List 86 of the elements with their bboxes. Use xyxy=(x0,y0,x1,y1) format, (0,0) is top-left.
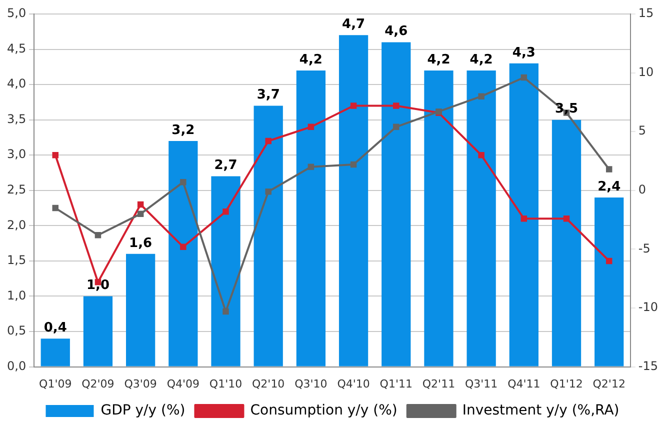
data-label: 2,4 xyxy=(598,179,621,194)
x-tick-label: Q3'10 xyxy=(294,377,328,390)
bar xyxy=(594,197,624,366)
x-tick-label: Q3'11 xyxy=(464,377,498,390)
y2-tick-label: -10 xyxy=(638,300,658,314)
point xyxy=(180,244,186,250)
point xyxy=(94,232,102,238)
y-tick-label: 3,5 xyxy=(6,112,26,126)
y-tick-label: 4,5 xyxy=(6,41,26,56)
x-tick-label: Q1'11 xyxy=(380,377,412,390)
y2-tick-label: 5 xyxy=(638,124,646,138)
point xyxy=(137,210,144,218)
y-tick-label: 4,0 xyxy=(6,76,26,91)
bar xyxy=(382,42,411,366)
bar xyxy=(296,70,326,366)
y2-tick-label: -15 xyxy=(638,358,658,373)
x-tick-label: Q4'10 xyxy=(337,377,370,390)
point xyxy=(52,152,59,158)
y2-tick-label: -5 xyxy=(638,241,650,256)
data-label: 4,7 xyxy=(342,17,366,32)
data-label: 1,6 xyxy=(129,236,152,251)
data-label: 4,6 xyxy=(384,24,408,40)
point xyxy=(137,201,144,208)
x-tick-label: Q2'09 xyxy=(82,377,114,390)
x-tick-label: Q2'11 xyxy=(422,377,456,390)
data-label: 3,7 xyxy=(256,88,280,103)
point xyxy=(350,161,357,168)
point xyxy=(52,204,59,212)
point xyxy=(393,124,400,130)
x-tick-label: Q2'10 xyxy=(252,377,285,390)
point xyxy=(478,152,484,158)
x-tick-label: Q1'10 xyxy=(209,377,242,390)
data-label: 4,2 xyxy=(299,52,322,68)
point xyxy=(520,216,528,222)
bar xyxy=(254,106,283,366)
point xyxy=(563,216,570,222)
bar xyxy=(552,120,582,366)
bar xyxy=(338,35,368,366)
x-tick-label: Q2'12 xyxy=(592,377,626,390)
point xyxy=(606,258,612,264)
point xyxy=(308,164,314,170)
x-tick-label: Q1'12 xyxy=(550,377,583,390)
x-tick-label: Q3'09 xyxy=(124,377,157,390)
bar xyxy=(466,70,496,366)
y-tick-label: 0,0 xyxy=(6,358,26,373)
point xyxy=(520,74,528,81)
data-label: 1,0 xyxy=(86,278,110,294)
bar xyxy=(509,63,538,366)
point xyxy=(180,179,186,186)
bar xyxy=(40,338,70,366)
y2-tick-label: 0 xyxy=(638,182,646,197)
x-tick-label: Q4'11 xyxy=(508,377,540,390)
legend-label: GDP y/y (%) xyxy=(100,402,186,419)
data-label: 4,3 xyxy=(512,45,536,60)
point xyxy=(393,102,400,109)
point xyxy=(265,188,272,195)
bar xyxy=(168,141,198,366)
data-label: 3,2 xyxy=(172,122,195,138)
bar xyxy=(126,254,156,366)
bar xyxy=(424,70,454,366)
x-tick-label: Q4'09 xyxy=(166,377,200,390)
point xyxy=(478,93,484,100)
y-tick-label: 2,5 xyxy=(6,182,26,197)
legend-label: Investment y/y (%,RA) xyxy=(462,402,620,419)
y-tick-label: 0,5 xyxy=(6,324,26,338)
data-label: 0,4 xyxy=(44,320,67,336)
y-tick-label: 5,0 xyxy=(6,6,26,20)
y2-tick-label: 15 xyxy=(638,6,654,20)
bar xyxy=(83,296,113,366)
bar xyxy=(211,176,240,366)
point xyxy=(222,308,229,315)
data-label: 4,2 xyxy=(427,52,450,68)
y-tick-label: 1,0 xyxy=(6,288,26,302)
data-label: 4,2 xyxy=(470,52,493,68)
point xyxy=(606,166,612,172)
point xyxy=(265,138,272,144)
data-label: 2,7 xyxy=(214,158,238,174)
point xyxy=(222,208,229,215)
y2-tick-label: 10 xyxy=(638,64,654,79)
point xyxy=(350,102,357,109)
point xyxy=(308,124,314,130)
y-tick-label: 1,5 xyxy=(6,253,26,268)
legend-label: Consumption y/y (%) xyxy=(250,402,398,419)
y-tick-label: 2,0 xyxy=(6,218,26,232)
x-tick-label: Q1'09 xyxy=(39,377,72,390)
y-tick-label: 3,0 xyxy=(6,147,26,162)
